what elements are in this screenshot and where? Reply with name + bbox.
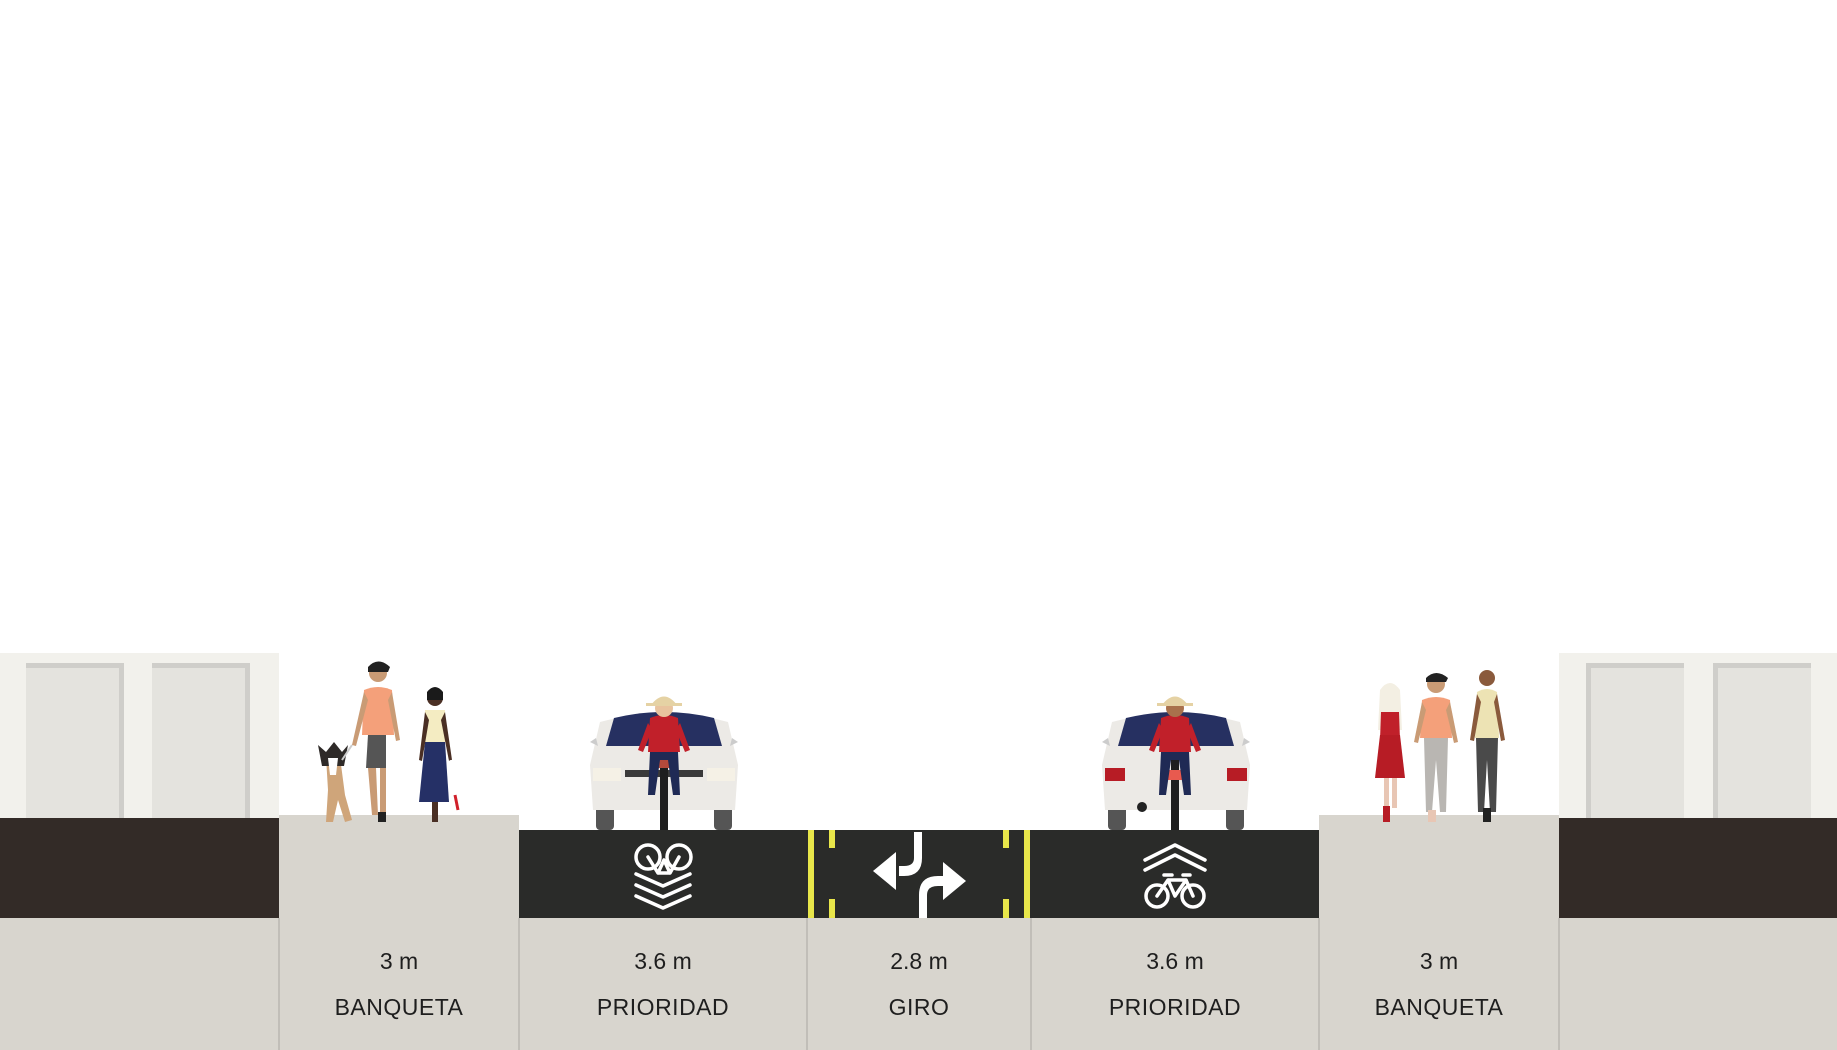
segment-label-banqueta-left: 3 m BANQUETA: [279, 918, 519, 1050]
segment-width: 3 m: [379, 948, 419, 974]
segment-label-prioridad-right: 3.6 m PRIORIDAD: [1031, 918, 1319, 1050]
segment-name: PRIORIDAD: [1108, 994, 1242, 1020]
turn-lane-lines: [808, 830, 1030, 918]
segment-label-banqueta-right: 3 m BANQUETA: [1319, 918, 1559, 1050]
pedestrian-old-man-right: [1470, 670, 1505, 822]
segment-name: GIRO: [888, 994, 950, 1020]
pedestrian-man-left: [341, 661, 400, 822]
ground: [0, 918, 1837, 1050]
segment-name: BANQUETA: [334, 994, 464, 1020]
segment-width: 3 m: [1419, 948, 1459, 974]
turn-arrows-icon: [873, 832, 966, 918]
building-base-left: [0, 818, 279, 918]
sharrow-icon: [1143, 843, 1207, 909]
segment-width: 2.8 m: [890, 948, 948, 974]
bike-priority-icon: [634, 843, 693, 910]
segment-name: PRIORIDAD: [596, 994, 730, 1020]
segment-label-giro: 2.8 m GIRO: [807, 918, 1031, 1050]
building-base-right: [1559, 818, 1837, 918]
segment-label-prioridad-left: 3.6 m PRIORIDAD: [519, 918, 807, 1050]
pedestrian-man-right: [1414, 673, 1458, 822]
building-right: [1559, 653, 1837, 818]
building-left: [0, 653, 279, 818]
segment-name: BANQUETA: [1374, 994, 1504, 1020]
cyclist-right: [1149, 696, 1201, 830]
pedestrian-woman-right: [1375, 683, 1405, 822]
segment-width: 3.6 m: [634, 948, 692, 974]
dog: [318, 742, 352, 822]
cyclist-left: [638, 696, 690, 830]
segment-width: 3.6 m: [1146, 948, 1204, 974]
pedestrian-woman-left: [419, 687, 460, 822]
